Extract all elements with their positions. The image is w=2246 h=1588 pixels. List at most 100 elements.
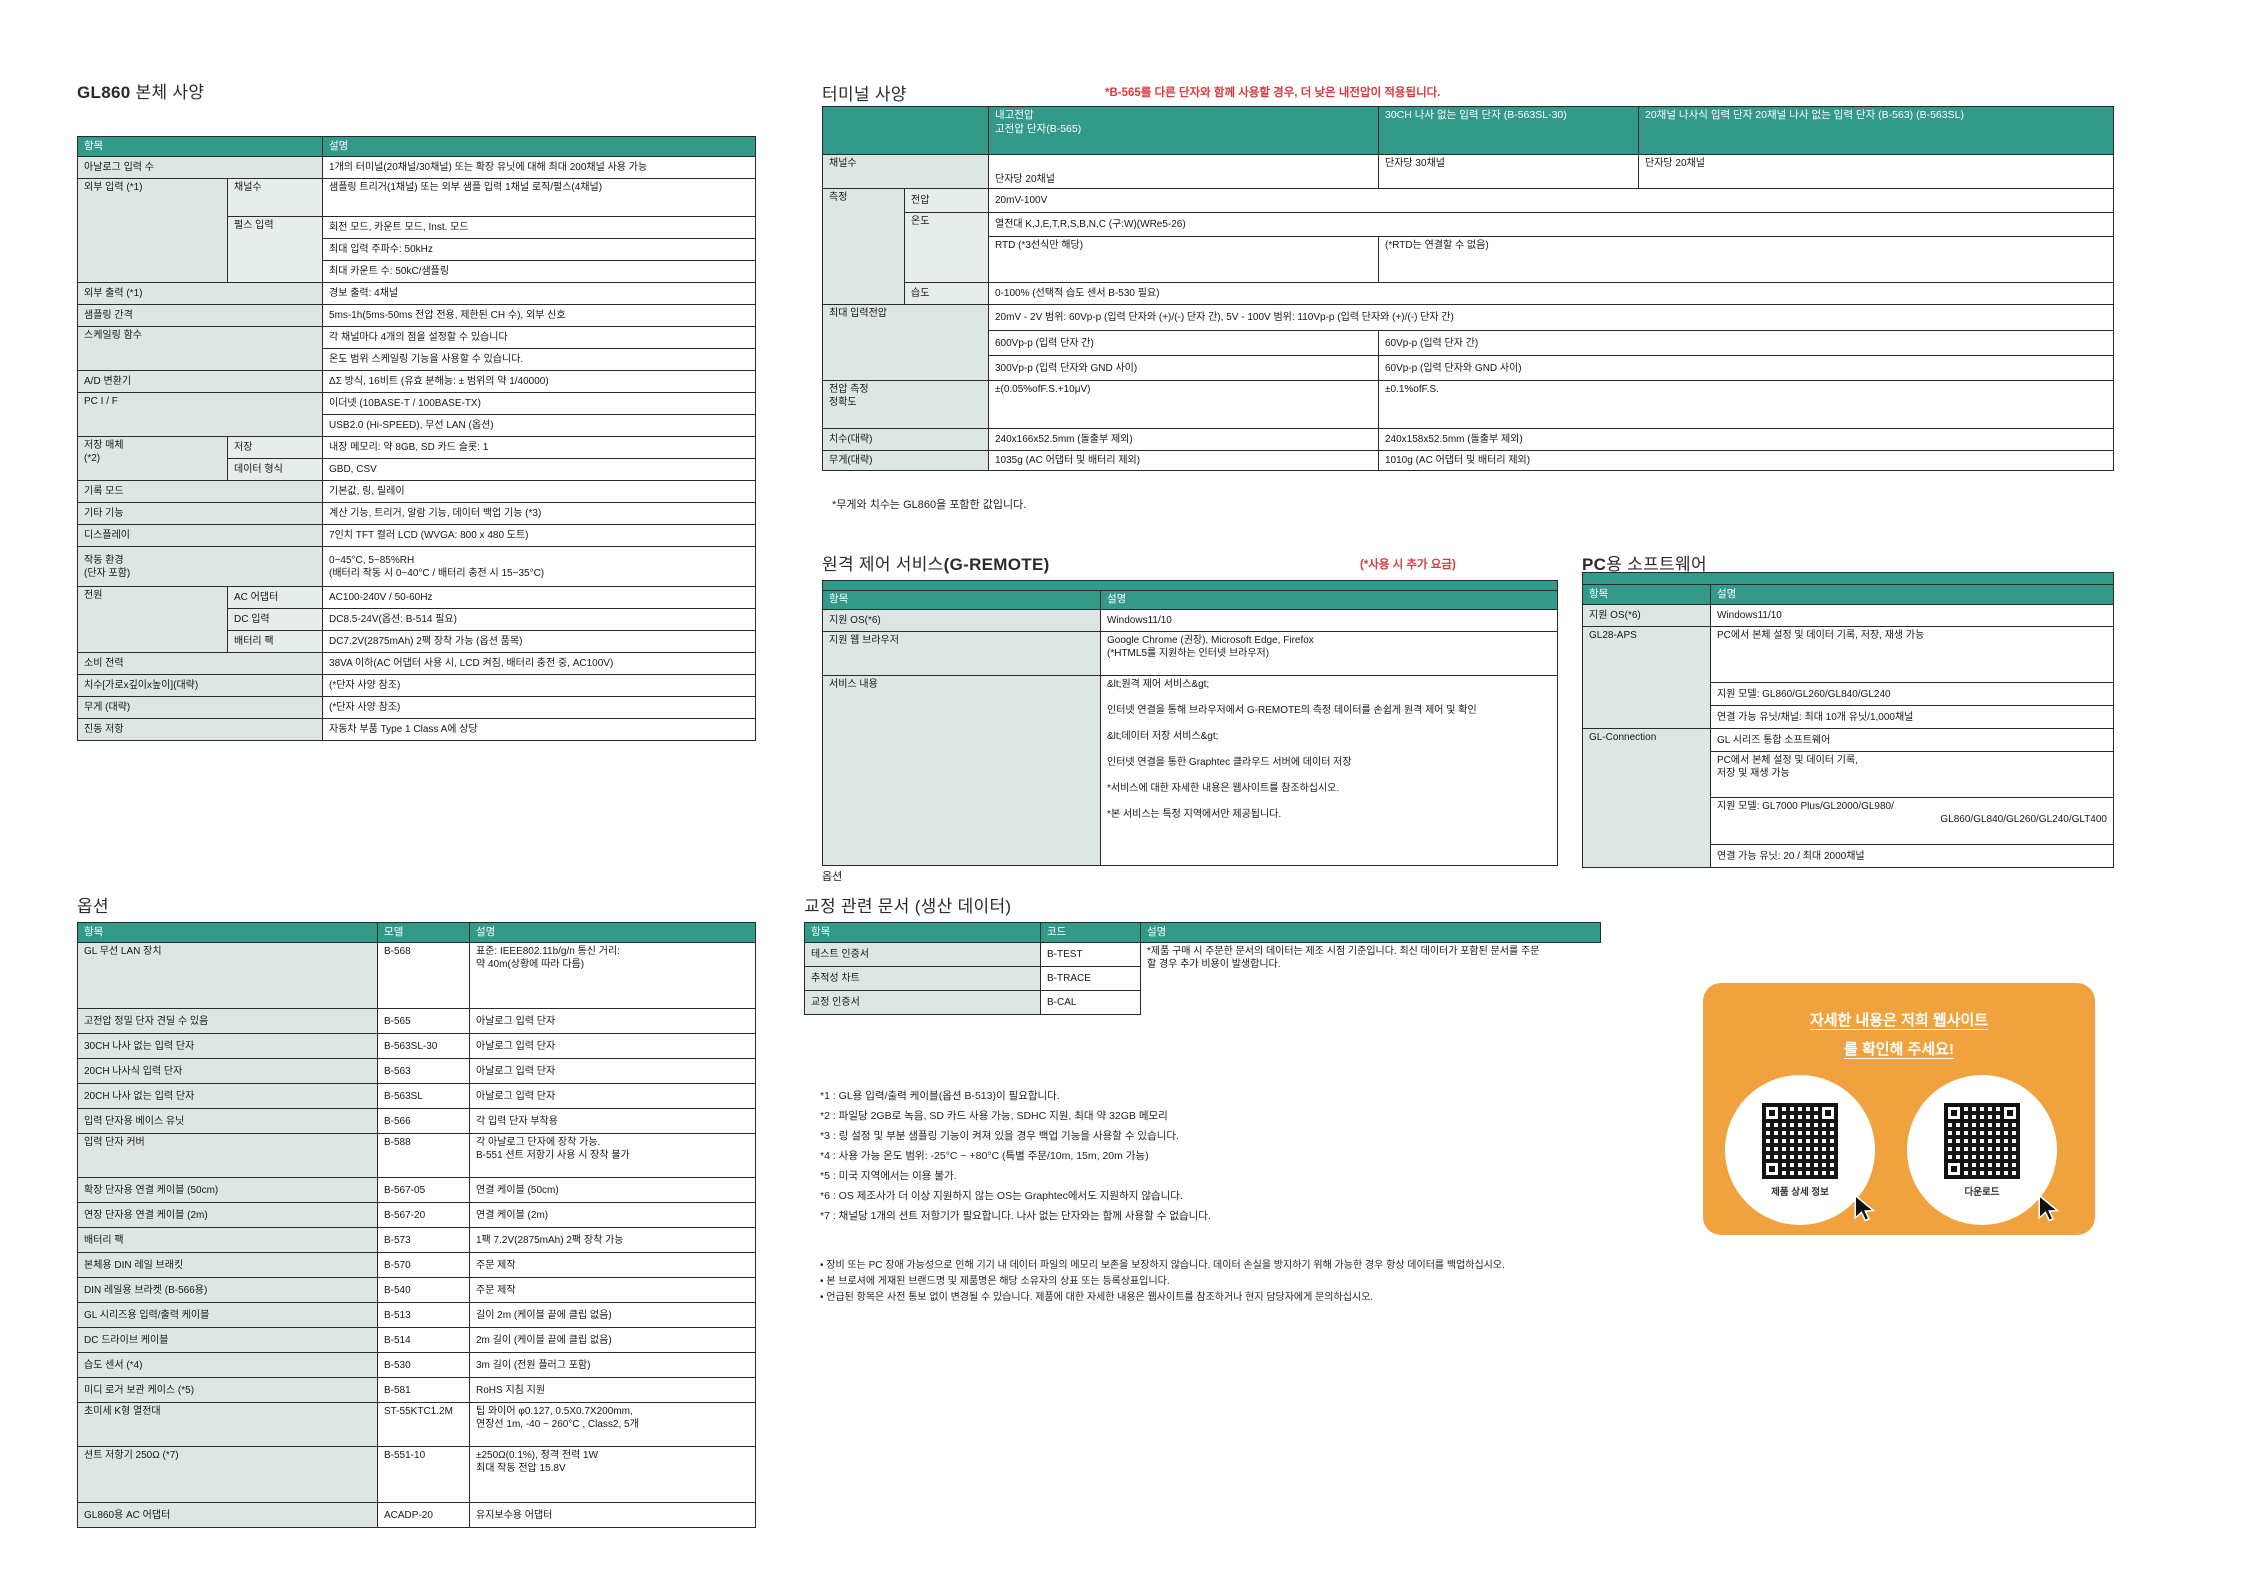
cell-line: PC에서 본체 설정 및 데이터 기록, 저장, 재생 가능 [1717,630,1925,641]
label-cell: GL 시리즈용 입력/출력 케이블 [77,1302,378,1328]
value-cell: 최대 입력 주파수: 50kHz [322,238,757,261]
cell-line: B-TRACE [1047,973,1091,984]
label-cell: 채널수 [822,154,989,189]
cell-line: 이더넷 (10BASE-T / 100BASE-TX) [329,398,481,409]
value-cell: 회전 모드, 카운트 모드, Inst. 모드 [322,216,757,239]
cell-line: 전압 [911,195,930,206]
cell-line: 저장 [234,442,253,453]
cell-line: A/D 변환기 [84,376,132,387]
header-cell: 설명 [1710,584,2114,605]
cell-line: 인터넷 연결을 통한 Graphtec 클라우드 서버에 데이터 저장 [1107,756,1352,768]
cell-line: 전압 측정 [829,384,869,395]
cell-line: GBD, CSV [329,464,377,475]
cell-line: 무게 (대략) [84,702,131,713]
cell-line: 연결 가능 유닛/채널: 최대 10개 유닛/1,000채널 [1717,711,1914,723]
label-cell: 본체용 DIN 레일 브래킷 [77,1252,378,1278]
cell-line: 주문 제작 [476,1259,516,1271]
cell-line: 설명 [329,139,349,152]
cell-line: 코드 [1047,925,1067,938]
cell-line: RoHS 지침 지원 [476,1384,546,1396]
terminal-spec-table-wrap: 내고전압 고전압 단자(B-565) 30CH 나사 없는 입력 단자 (B-563… [822,106,2114,471]
label-cell: 디스플레이 [76,524,324,547]
cell-line: 열전대 K,J,E,T,R,S,B,N,C (구:W)(WRe5-26) [995,219,1186,230]
cell-line: 각 채널마다 4개의 점을 설정할 수 있습니다 [329,332,508,343]
cell-line: DC 입력 [234,614,270,625]
cell-line: 설명 [476,925,496,938]
label-cell: 고전압 정밀 단자 견딜 수 있음 [77,1008,378,1034]
cell-line: 38VA 이하(AC 어댑터 사용 시, LCD 켜짐, 배터리 충전 중, A… [329,658,614,669]
label-cell: AC 어댑터 [226,586,324,609]
note-line: • 언급된 항목은 사전 통보 없이 변경될 수 있습니다. 제품에 대한 자세… [820,1292,1374,1303]
value-cell: B-563SL-30 [377,1033,470,1059]
cell-line: 치수[가로x깊이x높이](대략) [84,680,199,691]
cell-line: 연장선 1m, -40 ~ 260°C , Class2, 5개 [476,1419,639,1430]
qr-product-info[interactable]: 제품 상세 정보 [1725,1075,1876,1225]
cell-line: 치수(대략) [829,434,873,445]
qr-download[interactable]: 다운로드 [1907,1075,2060,1225]
value-cell: (*RTD는 연결할 수 없음) [1378,236,2114,283]
cell-line: 소비 전력 [84,658,124,669]
note-line: *5 : 미국 지역에서는 이용 불가. [820,1170,957,1182]
cell-line: 약 40m(상황에 따라 다름) [476,959,585,970]
cell-line: DC8.5-24V(옵션: B-514 필요) [329,614,457,625]
cell-line: 항목 [84,139,104,152]
cell-line: 60Vp-p (입력 단자 간) [1385,337,1479,349]
label-cell: GL860용 AC 어댑터 [77,1502,378,1528]
cell-line: 아날로그 입력 단자 [476,1090,556,1102]
cell-line: 60Vp-p (입력 단자와 GND 사이) [1385,362,1522,374]
cell-line: 회전 모드, 카운트 모드, Inst. 모드 [329,222,469,233]
value-cell: Windows11/10 [1100,608,1558,632]
cell-line: *서비스에 대한 자세한 내용은 웹사이트를 참조하십시오. [1107,782,1340,794]
label-cell: 입력 단자용 베이스 유닛 [77,1108,378,1134]
label-cell: 소비 전력 [76,652,324,675]
cell-line: 600Vp-p (입력 단자 간) [995,337,1094,349]
note-line: *7 : 채널당 1개의 션트 저항기가 필요합니다. 나사 없는 단자와는 함… [820,1210,1211,1222]
label-cell: 전원 [77,586,228,653]
cell-line: 2m 길이 (케이블 끝에 클립 없음) [476,1334,612,1346]
cell-line: 7인치 TFT 컬러 LCD (WVGA: 800 x 480 도트) [329,530,529,541]
value-cell: 240x166x52.5mm (돌출부 제외) [988,428,1379,451]
cell-line: 지원 모델: GL860/GL260/GL840/GL240 [1717,688,1891,700]
cell-line: 습도 [911,288,930,299]
cell-line: 20채널 나사식 입력 단자 20채널 나사 없는 입력 단자 (B-563) … [1645,109,1964,121]
value-cell: ±0.1%ofF.S. [1378,380,2114,429]
cell-line: 설명 [1107,593,1127,605]
gremote-table-wrap: 항목 설명 지원 OS(*6) Windows11/10 지원 웹 브라우저 Google… [822,580,1558,866]
cell-line: (*단자 사양 참조) [329,680,401,691]
cell-line: 인터넷 연결을 통해 브라우저에서 G-REMOTE의 측정 데이터를 손쉽게 … [1107,704,1477,716]
label-cell: 측정 [822,188,905,305]
cell-line: (*2) [84,453,101,464]
cell-line: B-563SL-30 [384,1040,438,1052]
label-cell: 저장 매체 (*2) [77,436,228,481]
value-cell: B-588 [377,1133,470,1178]
cell-line: 측정 [829,192,848,203]
cell-line: 0-100% (선택적 습도 센서 B-530 필요) [995,288,1160,299]
value-cell: (*단자 사양 참조) [322,696,757,719]
value-cell: B-565 [377,1008,470,1034]
cell-line: *제품 구매 시 주문한 문서의 데이터는 제조 시점 기준입니다. 최신 데이… [1147,946,1540,957]
cell-line: 단자당 20채널 [1645,158,1705,169]
cell-line: 연장 단자용 연결 케이블 (2m) [84,1209,208,1221]
cell-line: 외부 출력 (*1) [84,288,143,299]
label-cell: 최대 입력전압 [822,304,989,381]
label-cell: 채널수 [226,178,324,217]
cell-line: 각 아날로그 단자에 장착 가능. [476,1137,601,1148]
cell-line: 교정 인증서 [811,997,860,1008]
cell-line: 1개의 터미널(20채널/30채널) 또는 확장 유닛에 대해 최대 200채널… [329,162,648,173]
value-cell: B-581 [377,1377,470,1403]
value-cell: DC8.5-24V(옵션: B-514 필요) [322,608,757,631]
value-cell: 최대 카운트 수: 50kC/샘플링 [322,260,757,283]
pcsw-title-rest: 용 소프트웨어 [1606,555,1707,574]
terminal-warning-note: *B-565를 다른 단자와 함께 사용할 경우, 더 낮은 내전압이 적용됩니… [1105,87,1441,99]
cell-line: B-563 [384,1065,411,1077]
value-cell: B-568 [377,942,470,1009]
footnotes: *1 : GL용 입력/출력 케이블(옵션 B-513)이 필요합니다. *2 :… [820,1086,1211,1226]
cell-line: PC에서 본체 설정 및 데이터 기록, [1717,755,1858,766]
cell-line: B-551 션트 저항기 사용 시 장착 불가 [476,1150,630,1161]
qr-download-label: 다운로드 [1964,1186,2000,1198]
cell-line: 설명 [1147,925,1167,938]
cell-line: 1035g (AC 어댑터 및 배터리 제외) [995,455,1141,466]
value-cell: 자동차 부품 Type 1 Class A에 상당 [322,718,757,741]
cell-line: 유지보수용 어댑터 [476,1509,553,1521]
label-cell: PC I / F [76,392,324,437]
